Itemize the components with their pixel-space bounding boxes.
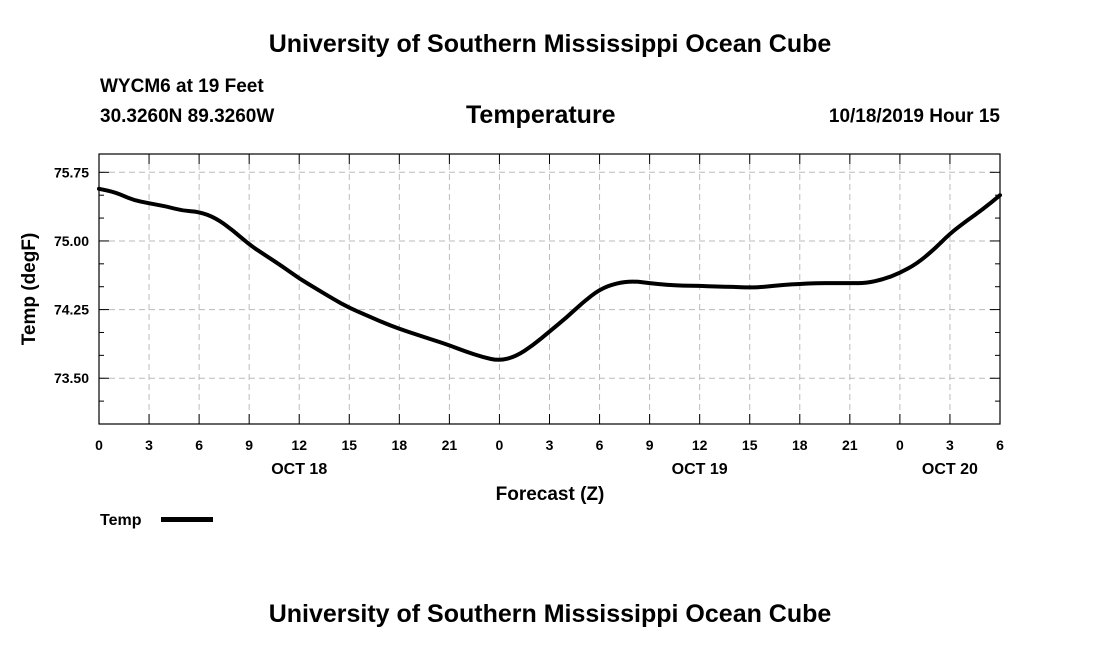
x-tick-label: 21 xyxy=(842,437,858,453)
y-tick-label: 73.50 xyxy=(54,370,89,386)
x-tick-label: 0 xyxy=(896,437,904,453)
timestamp-label: 10/18/2019 Hour 15 xyxy=(828,106,1000,127)
x-tick-label: 12 xyxy=(692,437,708,453)
x-tick-label: 3 xyxy=(946,437,954,453)
ticks-layer xyxy=(98,154,1001,425)
x-tick-label: 9 xyxy=(245,437,253,453)
date-label: OCT 20 xyxy=(922,461,978,478)
y-tick-label: 75.00 xyxy=(54,233,89,249)
x-tick-label: 6 xyxy=(596,437,604,453)
x-tick-label: 21 xyxy=(442,437,458,453)
x-tick-label: 0 xyxy=(496,437,504,453)
x-tick-label: 6 xyxy=(996,437,1004,453)
x-tick-label: 9 xyxy=(646,437,654,453)
y-axis-label: Temp (degF) xyxy=(19,233,40,346)
grid-layer xyxy=(99,154,1000,424)
date-label: OCT 19 xyxy=(672,461,728,478)
page-title-top: University of Southern Mississippi Ocean… xyxy=(268,30,832,58)
labels-layer: 0 3 6 9 12 15 18 21 0 3 6 9 12 15 18 21 0 3 6 73.50 74.25 75.… xyxy=(54,164,1004,478)
chart-title: Temperature xyxy=(466,101,616,129)
x-tick-label: 15 xyxy=(742,437,758,453)
x-tick-label: 6 xyxy=(195,437,203,453)
location-label: 30.3260N 89.3260W xyxy=(100,106,275,127)
x-tick-label: 0 xyxy=(95,437,103,453)
legend-label: Temp xyxy=(100,512,142,529)
x-tick-label: 3 xyxy=(546,437,554,453)
x-axis-label: Forecast (Z) xyxy=(496,484,605,505)
page-title-bottom: University of Southern Mississippi Ocean… xyxy=(268,600,832,628)
temp-series-line xyxy=(97,186,1002,362)
x-tick-label: 18 xyxy=(392,437,408,453)
x-tick-label: 18 xyxy=(792,437,808,453)
x-tick-label: 3 xyxy=(145,437,153,453)
x-tick-label: 15 xyxy=(341,437,357,453)
x-tick-label: 12 xyxy=(291,437,307,453)
y-tick-label: 75.75 xyxy=(54,164,89,180)
station-label: WYCM6 at 19 Feet xyxy=(100,76,264,97)
date-label: OCT 18 xyxy=(271,461,327,478)
y-tick-label: 74.25 xyxy=(54,302,89,318)
